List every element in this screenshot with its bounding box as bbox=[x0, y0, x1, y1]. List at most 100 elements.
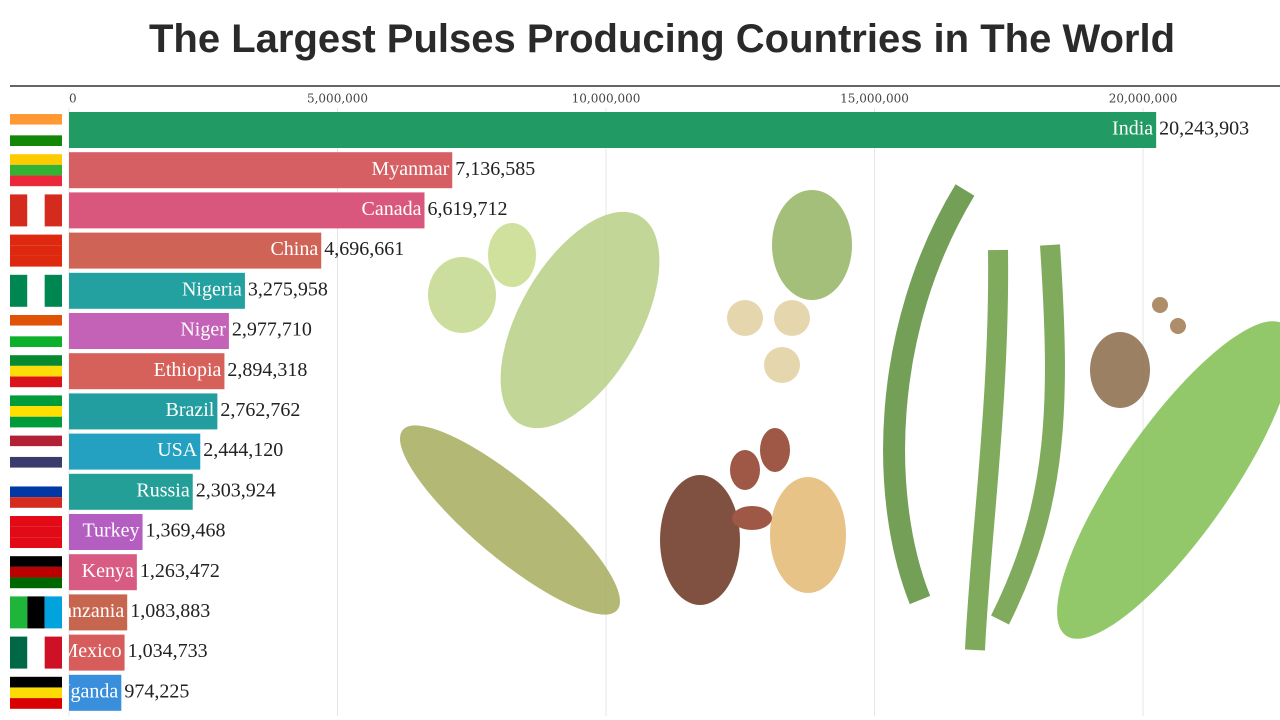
flag-stripe bbox=[44, 194, 62, 227]
flag-stripe bbox=[10, 406, 62, 417]
flag-stripe bbox=[10, 526, 62, 538]
flag-stripe bbox=[10, 566, 62, 578]
value-label: 2,977,710 bbox=[232, 319, 312, 341]
flag bbox=[10, 475, 62, 508]
flag-stripe bbox=[10, 194, 28, 227]
flag-stripe bbox=[27, 596, 45, 629]
category-label: Myanmar bbox=[371, 158, 449, 180]
category-label: China bbox=[270, 238, 318, 260]
flag-stripe bbox=[10, 245, 62, 256]
flag-stripe bbox=[10, 497, 62, 508]
bar bbox=[69, 112, 1157, 148]
flag-stripe bbox=[10, 315, 62, 326]
flag-stripe bbox=[10, 435, 62, 447]
flag-stripe bbox=[10, 154, 62, 165]
bar bbox=[69, 674, 122, 711]
category-label: Ethiopia bbox=[154, 359, 222, 381]
flags bbox=[10, 114, 62, 709]
flag-stripe bbox=[10, 355, 62, 366]
flag-stripe bbox=[27, 194, 45, 227]
value-label: 20,243,903 bbox=[1159, 118, 1249, 140]
flag bbox=[10, 274, 62, 307]
flag bbox=[10, 234, 62, 267]
flag bbox=[10, 556, 62, 589]
flag-stripe bbox=[10, 537, 62, 548]
bar bbox=[69, 433, 201, 470]
flag-stripe bbox=[10, 687, 62, 699]
chart-title: The Largest Pulses Producing Countries i… bbox=[149, 17, 1175, 61]
flag-stripe bbox=[10, 255, 62, 267]
bar bbox=[69, 232, 322, 269]
flag bbox=[10, 395, 62, 428]
value-label: 3,275,958 bbox=[248, 278, 328, 300]
category-label: USA bbox=[157, 439, 198, 461]
flag-stripe bbox=[10, 274, 28, 307]
value-label: 1,263,472 bbox=[140, 560, 220, 582]
flag bbox=[10, 114, 62, 146]
value-label: 2,762,762 bbox=[220, 399, 300, 421]
bar bbox=[69, 473, 193, 510]
x-tick-label: 5,000,000 bbox=[307, 92, 368, 106]
bar bbox=[69, 313, 229, 349]
value-label: 2,894,318 bbox=[227, 359, 307, 381]
flag bbox=[10, 516, 62, 548]
flag bbox=[10, 355, 62, 388]
flag-stripe bbox=[10, 325, 62, 337]
category-label: Turkey bbox=[82, 520, 139, 542]
flag bbox=[10, 194, 62, 227]
flag-stripe bbox=[10, 577, 62, 589]
category-label: Uganda bbox=[56, 680, 118, 702]
category-label: Russia bbox=[136, 479, 189, 501]
bar bbox=[69, 393, 218, 430]
value-label: 7,136,585 bbox=[455, 158, 535, 180]
flag-stripe bbox=[10, 596, 28, 629]
x-tick-label: 0 bbox=[69, 92, 77, 106]
flag-stripe bbox=[10, 475, 62, 487]
category-label: Mexico bbox=[60, 640, 121, 662]
category-label: Canada bbox=[362, 198, 422, 220]
flag-stripe bbox=[10, 556, 62, 567]
flag-stripe bbox=[10, 234, 62, 246]
bar bbox=[69, 634, 125, 671]
bar bbox=[69, 272, 245, 309]
category-label: Niger bbox=[180, 319, 226, 341]
flag-stripe bbox=[10, 516, 62, 527]
flag-stripe bbox=[10, 164, 62, 176]
bar bbox=[69, 152, 453, 189]
flag-stripe bbox=[27, 636, 45, 669]
bars: India 20,243,903 Myanmar 7,136,585 Canada 6,6… bbox=[56, 112, 1249, 711]
category-label: India bbox=[1112, 118, 1153, 140]
flag-stripe bbox=[44, 636, 62, 669]
flag bbox=[10, 315, 62, 347]
value-label: 6,619,712 bbox=[427, 198, 507, 220]
flag-stripe bbox=[10, 395, 62, 407]
flag-stripe bbox=[10, 636, 28, 669]
flag-stripe bbox=[10, 676, 62, 688]
category-label: Kenya bbox=[82, 560, 134, 582]
value-label: 2,303,924 bbox=[196, 479, 276, 501]
flag-stripe bbox=[10, 486, 62, 498]
value-label: 1,034,733 bbox=[128, 640, 208, 662]
bar bbox=[69, 192, 425, 229]
value-label: 974,225 bbox=[124, 680, 189, 702]
flag bbox=[10, 435, 62, 468]
flag-stripe bbox=[10, 124, 62, 136]
value-label: 2,444,120 bbox=[203, 439, 283, 461]
flag bbox=[10, 676, 62, 709]
flag-stripe bbox=[27, 274, 45, 307]
flag-stripe bbox=[10, 175, 62, 187]
value-label: 4,696,661 bbox=[324, 238, 404, 260]
category-label: Brazil bbox=[165, 399, 214, 421]
category-label: Nigeria bbox=[182, 278, 242, 300]
flag bbox=[10, 596, 62, 629]
flag-stripe bbox=[10, 376, 62, 388]
flag-stripe bbox=[10, 135, 62, 146]
flag-stripe bbox=[10, 336, 62, 347]
flag-stripe bbox=[10, 365, 62, 377]
decoration bbox=[400, 184, 1280, 651]
bar bbox=[69, 554, 137, 591]
flag-stripe bbox=[10, 114, 62, 125]
value-label: 1,369,468 bbox=[146, 520, 226, 542]
bar bbox=[69, 514, 143, 550]
